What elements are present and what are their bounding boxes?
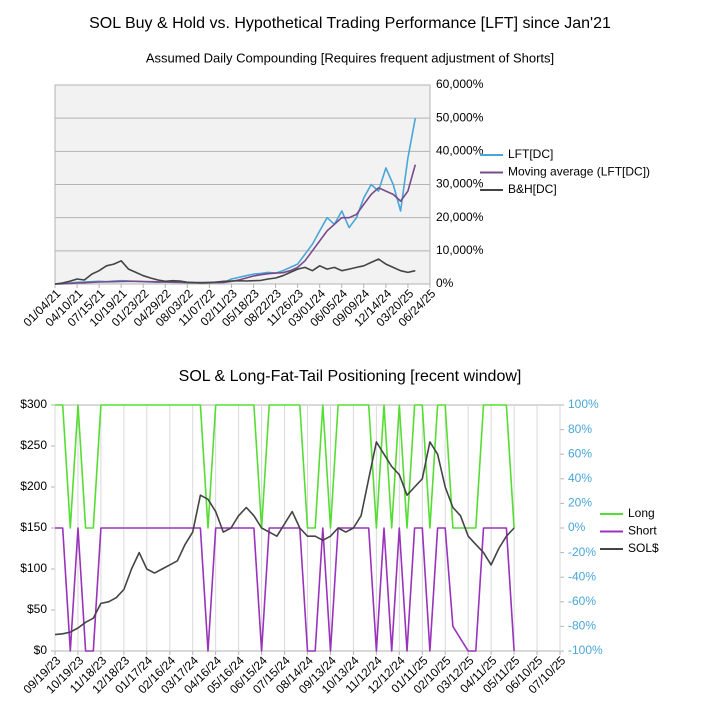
- y-tick-label: $150: [20, 520, 47, 534]
- y2-tick-label: 60%: [568, 446, 592, 460]
- series-line: [55, 527, 515, 652]
- series-line: [55, 404, 515, 529]
- y-tick-label: $0: [34, 643, 48, 657]
- chart-subtitle: Assumed Daily Compounding [Requires freq…: [146, 50, 554, 65]
- y2-tick-label: -20%: [568, 545, 596, 559]
- legend-label: B&H[DC]: [508, 182, 557, 196]
- chart-title: SOL Buy & Hold vs. Hypothetical Trading …: [89, 15, 611, 32]
- y-tick-label: $100: [20, 561, 47, 575]
- y-tick-label: 50,000%: [436, 110, 484, 124]
- y2-tick-label: -60%: [568, 594, 596, 608]
- y2-tick-label: 40%: [568, 471, 592, 485]
- chart-title: SOL & Long-Fat-Tail Positioning [recent …: [179, 368, 522, 385]
- legend-label: Short: [628, 524, 657, 538]
- series-line: [54, 258, 416, 285]
- y-tick-label: 10,000%: [436, 243, 484, 257]
- y-tick-label: $200: [20, 479, 47, 493]
- y-tick-label: $250: [20, 438, 47, 452]
- y-tick-label: 20,000%: [436, 210, 484, 224]
- y-tick-label: 30,000%: [436, 177, 484, 191]
- y2-tick-label: -100%: [568, 643, 603, 657]
- y-tick-label: $300: [20, 397, 47, 411]
- y2-tick-label: 100%: [568, 397, 599, 411]
- legend-label: Moving average (LFT[DC]): [508, 165, 650, 179]
- y-tick-label: 60,000%: [436, 77, 484, 91]
- legend-label: LFT[DC]: [508, 147, 553, 161]
- y-tick-label: 40,000%: [436, 144, 484, 158]
- y2-tick-label: 80%: [568, 422, 592, 436]
- y2-tick-label: 0%: [568, 520, 586, 534]
- y2-tick-label: -40%: [568, 569, 596, 583]
- y2-tick-label: 20%: [568, 496, 592, 510]
- y-tick-label: 0%: [436, 276, 454, 290]
- y-tick-label: $50: [27, 602, 47, 616]
- series-line: [54, 441, 515, 636]
- y2-tick-label: -80%: [568, 619, 596, 633]
- legend-label: SOL$: [628, 541, 659, 555]
- legend-label: Long: [628, 506, 655, 520]
